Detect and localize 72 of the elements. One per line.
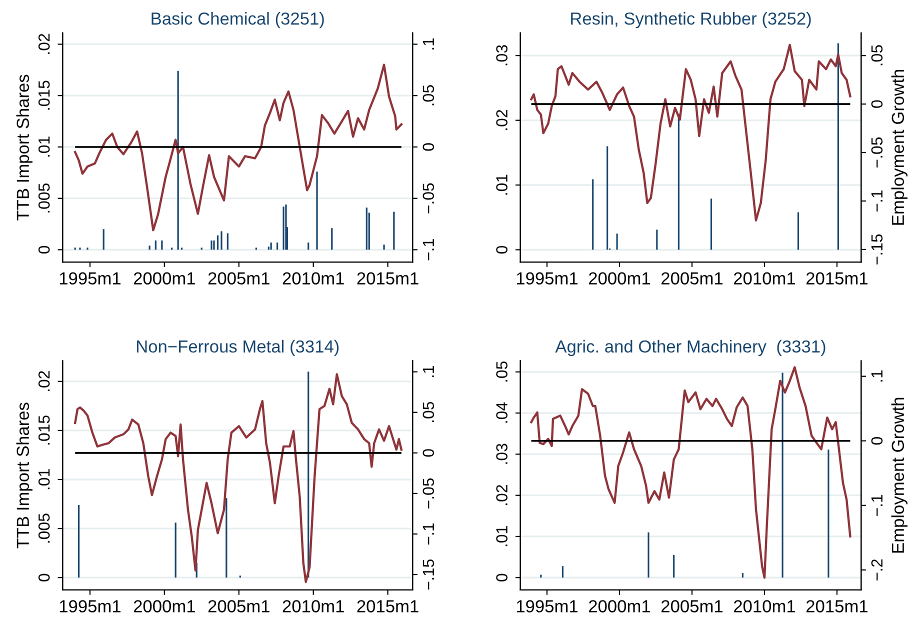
y2-tick-label: −.05 [422,183,434,214]
line-series [530,44,852,222]
y-tick-label: .005 [38,514,50,543]
y2-tick-label: −.05 [871,137,883,168]
line-series [74,373,403,583]
x-tick-label: 1995m1 [60,272,121,285]
y-tick-label: .02 [38,371,50,392]
x-tick-label: 1995m1 [516,272,578,285]
y2-tick-label: −.1 [422,239,434,260]
y-tick-label: .01 [38,136,50,157]
x-tick-label: 2005m1 [208,600,270,612]
y-tick-label: .05 [496,361,508,382]
chart-title: Agric. and Other Machinery (3331) [555,340,826,356]
y-tick-label: .03 [496,444,508,464]
y2-tick-label: −.15 [422,559,434,590]
y-tick-label: .015 [38,80,50,110]
x-tick-label: 2000m1 [588,272,650,285]
y2-tick-label: .1 [871,370,882,382]
chart-title: Non−Ferrous Metal (3314) [137,340,339,356]
y-tick-label: .02 [496,110,508,130]
y2-tick-label: 0 [422,449,434,457]
x-tick-label: 2000m1 [588,600,650,612]
y2-tick-label: .1 [422,366,434,378]
x-tick-label: 2005m1 [662,600,723,612]
y-tick-label: .03 [496,45,508,66]
y2-tick-label: .1 [422,38,434,50]
x-tick-label: 2015m1 [357,600,418,612]
y2-tick-label: 0 [422,143,434,151]
y2-tick-label: −.15 [871,234,883,264]
y2-axis-title: Employment Growth [891,398,908,553]
y2-tick-label: .05 [871,45,883,66]
x-tick-label: 1995m1 [60,600,121,612]
y-tick-label: .015 [38,416,50,445]
y2-tick-label: −.2 [871,559,882,580]
x-tick-label: 2015m1 [806,600,868,612]
y-axis-title: TTB Import Shares [16,402,32,548]
x-tick-label: 2000m1 [134,600,195,612]
x-tick-label: 2010m1 [282,600,344,612]
x-tick-label: 1995m1 [516,600,578,612]
y2-tick-label: −.1 [871,494,882,516]
x-tick-label: 2010m1 [734,600,796,612]
line-series [530,366,852,579]
chart-title: Resin, Synthetic Rubber (3252) [571,12,811,28]
y2-tick-label: .05 [422,85,434,106]
y-tick-label: 0 [38,574,50,582]
x-tick-label: 2000m1 [134,272,195,285]
x-tick-label: 2010m1 [734,272,796,285]
y-tick-label: 0 [496,246,508,254]
y2-tick-label: −.1 [871,190,882,212]
x-tick-label: 2015m1 [357,272,418,285]
y-tick-label: 0 [38,246,50,254]
x-tick-label: 2010m1 [282,272,344,285]
y-tick-label: .005 [38,183,50,212]
y2-axis-title: Employment Growth [891,70,908,225]
y2-tick-label: −.1 [422,523,434,545]
y-tick-label: .04 [496,402,508,423]
y-tick-label: .01 [38,469,50,490]
y2-tick-label: 0 [871,437,883,445]
x-tick-label: 2005m1 [662,272,723,285]
y2-tick-label: −.05 [422,478,434,508]
y-tick-label: .01 [496,526,508,546]
y-tick-label: .01 [496,174,508,195]
x-tick-label: 2015m1 [806,272,868,285]
chart-title: Basic Chemical (3251) [152,12,324,28]
y2-tick-label: .05 [422,402,434,422]
y-tick-label: .02 [496,485,508,505]
y2-tick-label: 0 [871,100,883,108]
y-axis-title: TTB Import Shares [16,74,32,220]
y-tick-label: 0 [496,574,508,582]
y-tick-label: .02 [38,34,50,54]
line-series [74,64,403,232]
x-tick-label: 2005m1 [208,272,270,285]
